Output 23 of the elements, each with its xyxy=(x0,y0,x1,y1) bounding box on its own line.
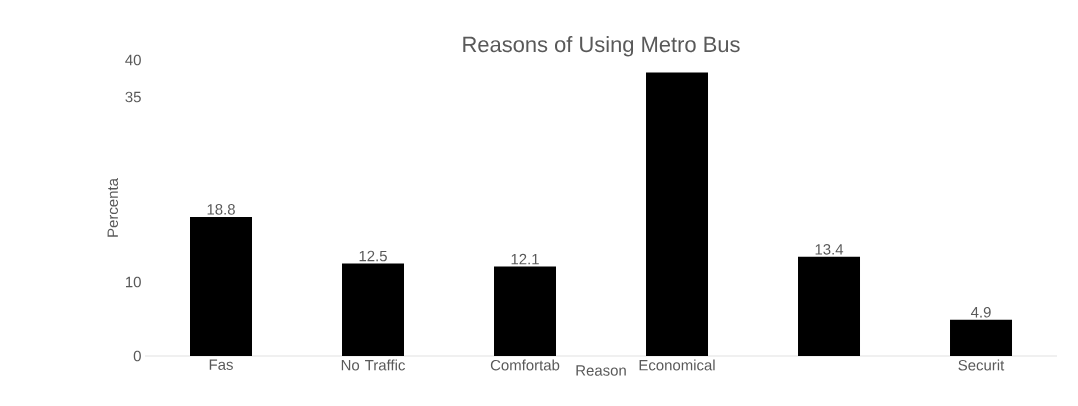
data-label: 13.4 xyxy=(815,244,844,255)
data-label: 18.8 xyxy=(207,204,235,215)
x-tick-label: Fas xyxy=(209,359,233,370)
x-axis-title: Reason xyxy=(576,365,626,376)
bar xyxy=(646,72,709,356)
y-tick-label: 10 xyxy=(126,276,141,288)
y-tick-label: 40 xyxy=(125,54,141,66)
bar xyxy=(494,266,556,356)
x-tick-label: Securit xyxy=(958,359,1005,371)
y-axis-title: Percenta xyxy=(107,178,119,237)
bar xyxy=(190,216,252,356)
x-tick-label: Comfortab xyxy=(490,359,560,371)
data-label: 4.9 xyxy=(970,306,991,318)
bar xyxy=(342,263,404,356)
y-tick-label: 0 xyxy=(133,350,141,362)
chart-title: Reasons of Using Metro Bus xyxy=(463,36,740,57)
y-tick-label: 35 xyxy=(125,91,141,103)
data-label: 12.5 xyxy=(359,250,387,262)
bar xyxy=(798,256,861,356)
x-tick-label: No Traffic xyxy=(341,359,406,371)
x-tick-label: Economical xyxy=(639,359,715,371)
data-label: 12.1 xyxy=(511,253,539,265)
bar xyxy=(950,319,1013,356)
